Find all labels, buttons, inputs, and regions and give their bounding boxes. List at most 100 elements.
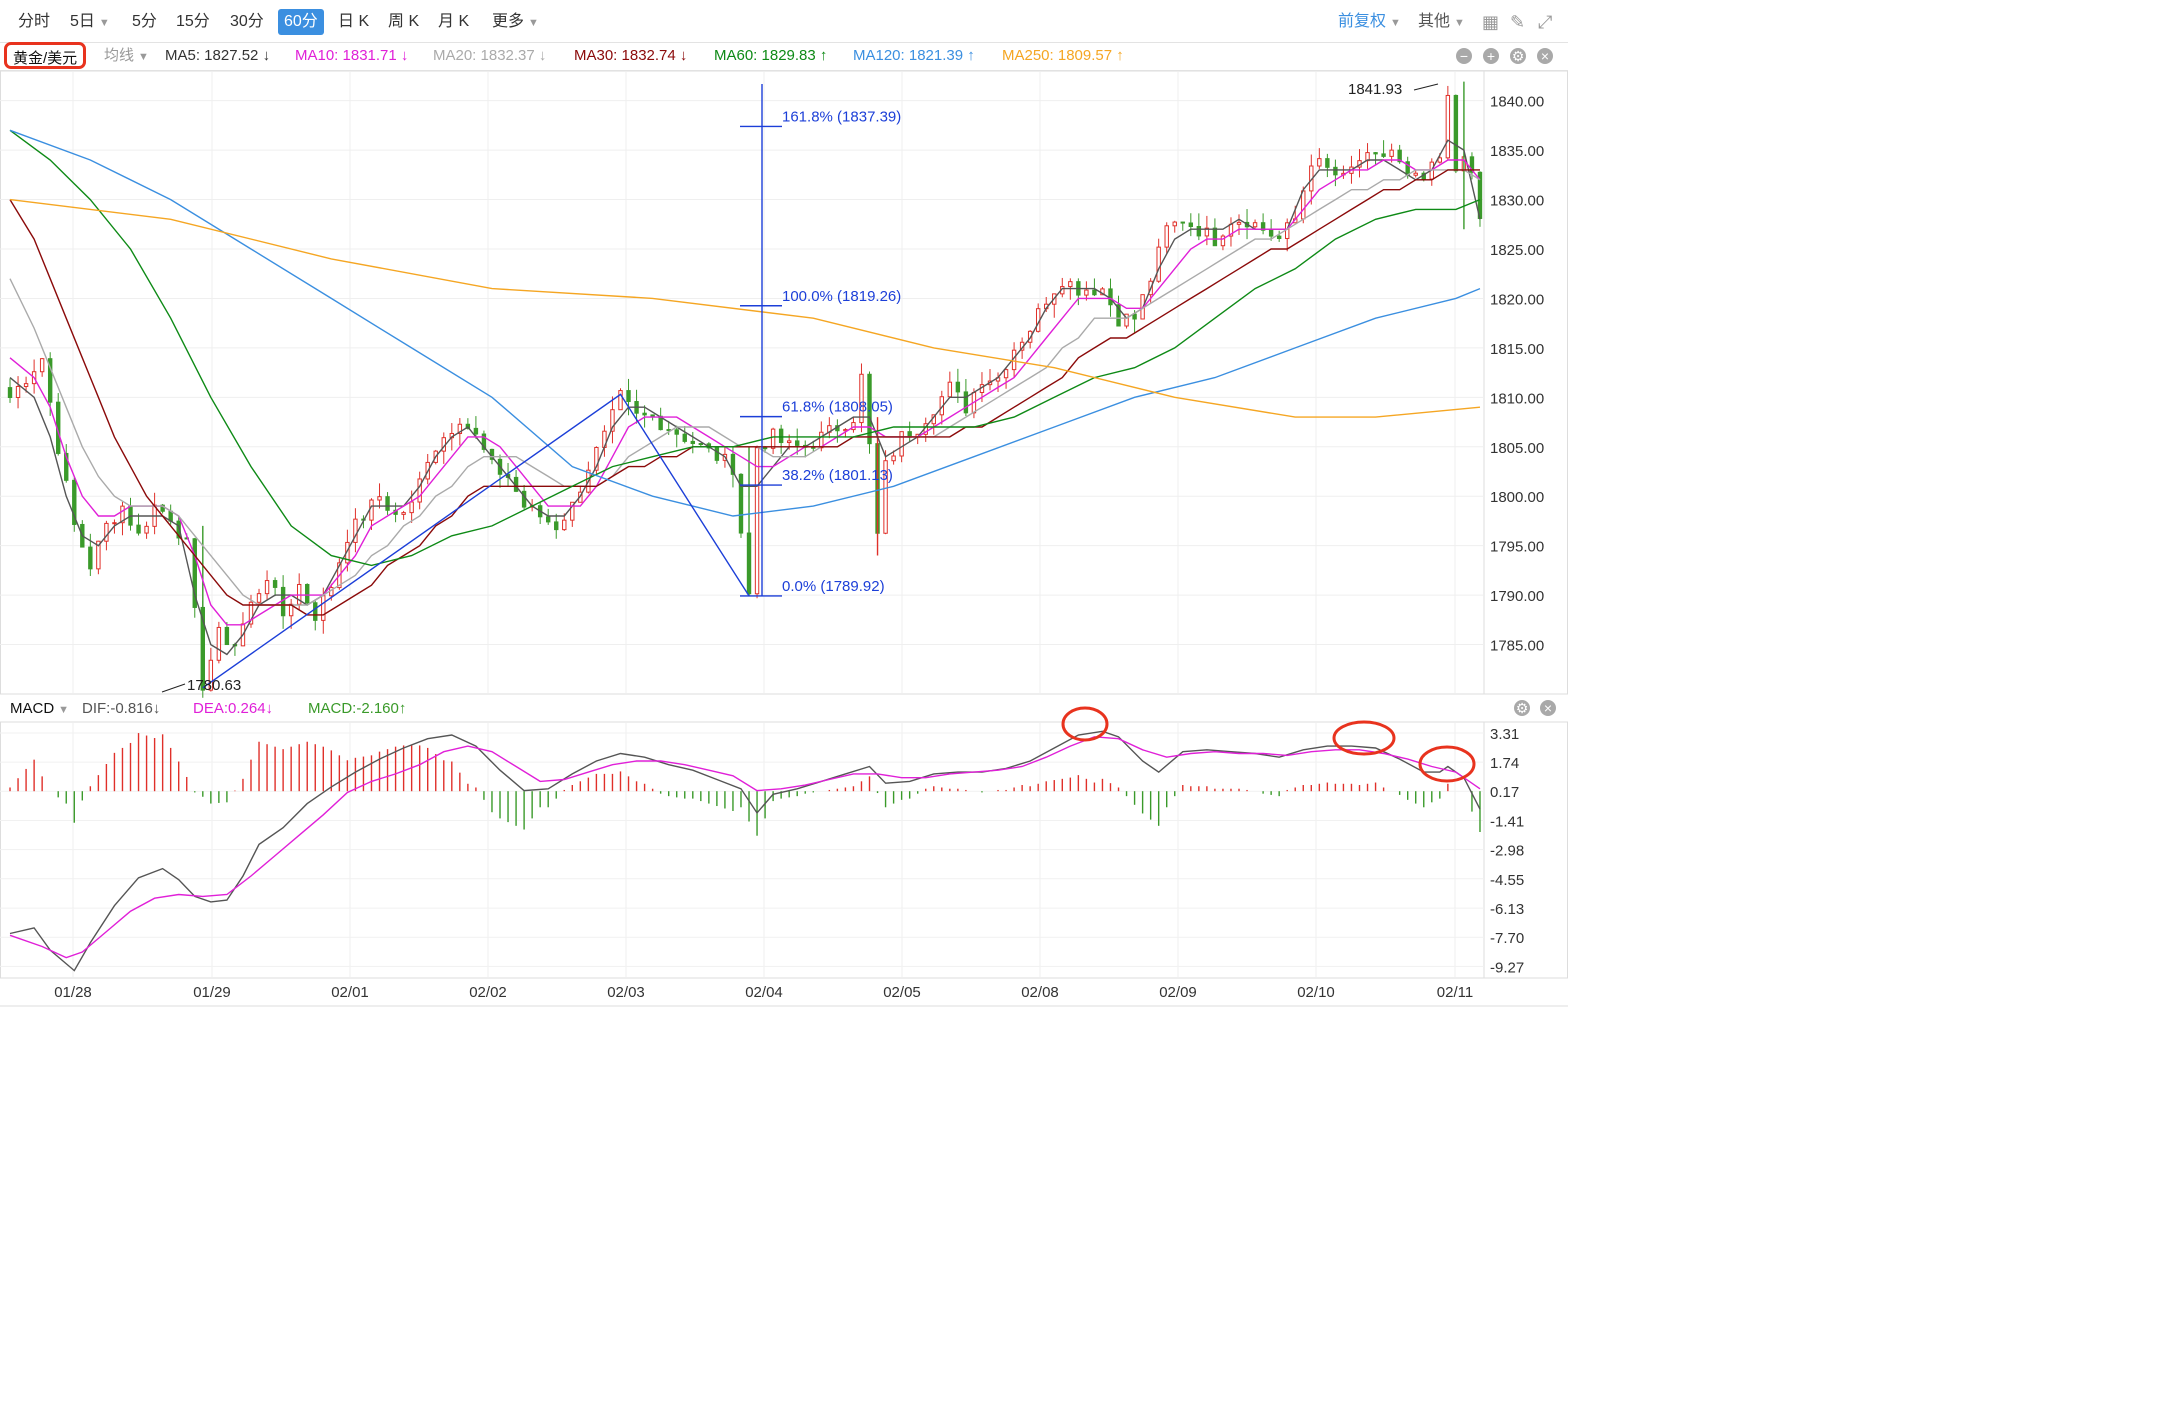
candle-up	[216, 626, 222, 661]
time-tick-label: 02/02	[469, 984, 507, 1001]
macd-selector[interactable]: MACD ▼	[10, 699, 69, 719]
candle-up	[1164, 225, 1169, 248]
plus-icon[interactable]: +	[1483, 48, 1499, 64]
candle-up	[899, 431, 904, 457]
period-tab[interactable]: 5分	[132, 13, 157, 30]
candle-up	[570, 501, 575, 521]
macd-tick-label: -9.27	[1490, 959, 1524, 976]
other-menu[interactable]: 其他 ▼	[1418, 9, 1465, 35]
ma-line-ma5	[9, 139, 1481, 656]
time-tick-label: 02/03	[607, 984, 645, 1001]
chevron-down-icon: ▼	[1454, 17, 1465, 29]
candle-up	[1068, 281, 1073, 288]
highlight-circle	[1418, 745, 1476, 783]
macd-tick-label: -1.41	[1490, 814, 1524, 831]
period-tab[interactable]: 周 K	[388, 13, 420, 30]
candle-up	[208, 659, 214, 691]
candle-up	[883, 460, 888, 534]
candle-down	[1260, 222, 1266, 231]
minus-icon[interactable]: −	[1456, 48, 1472, 64]
time-tick-label: 02/08	[1021, 984, 1059, 1001]
gear-icon[interactable]: ⚙	[1514, 700, 1530, 716]
candle-down	[7, 387, 13, 398]
symbol-selector[interactable]: 黄金/美元	[4, 42, 87, 69]
gear-icon[interactable]: ⚙	[1510, 48, 1526, 64]
candle-down	[554, 521, 559, 531]
candle-down	[1116, 304, 1121, 327]
period-tab[interactable]: 30分	[230, 13, 264, 30]
fib-level-label: 61.8% (1808.05)	[782, 399, 893, 416]
macd-tick-label: -2.98	[1490, 843, 1524, 860]
candle-up	[104, 522, 109, 542]
candle-up	[457, 423, 463, 434]
chevron-down-icon: ▼	[138, 51, 149, 63]
candle-down	[1108, 288, 1113, 306]
candle-up	[754, 447, 760, 595]
ma-legend-item: MA120: 1821.39 ↑	[853, 47, 975, 64]
candle-up	[1236, 221, 1242, 225]
candle-down	[481, 433, 487, 450]
candle-up	[891, 455, 896, 462]
candle-down	[272, 580, 278, 588]
ma-legend-item: MA10: 1831.71 ↓	[295, 47, 409, 64]
price-tick-label: 1800.00	[1490, 489, 1544, 506]
high-price-label: 1841.93	[1348, 81, 1402, 98]
candle-up	[15, 385, 21, 398]
candle-up	[1317, 158, 1322, 167]
period-tab[interactable]: 日 K	[338, 13, 370, 30]
macd-histogram-group	[9, 733, 1481, 836]
period-tab[interactable]: 60分	[278, 9, 324, 35]
candle-up	[1389, 149, 1394, 157]
candle-down	[642, 412, 647, 416]
candle-up	[369, 499, 374, 521]
candle-up	[296, 583, 302, 605]
candle-up	[859, 373, 864, 424]
period-tab[interactable]: 更多 ▼	[486, 9, 545, 35]
candle-down	[1325, 158, 1330, 168]
price-tick-label: 1835.00	[1490, 143, 1544, 160]
candle-up	[1156, 246, 1161, 282]
candle-up	[1445, 94, 1451, 159]
ma-toggle[interactable]: 均线 ▼	[104, 46, 149, 66]
macd-dif-value: DIF:-0.816↓	[82, 700, 161, 717]
trend-line	[202, 393, 750, 689]
fullscreen-icon[interactable]: ⤢	[1538, 12, 1553, 32]
price-tick-label: 1820.00	[1490, 291, 1544, 308]
period-toolbar: 分时 5日 ▼ 5分 15分 30分 60分日 K 周 K 月 K 更多 ▼ 前复权 ▼ 其他 ▼ ▦ ✎ ⤢	[0, 0, 1568, 43]
candle-down	[626, 390, 631, 403]
ma-line-ma20	[9, 169, 1481, 606]
period-tab[interactable]: 分时	[18, 13, 51, 30]
candle-down	[136, 524, 141, 534]
ma-line-ma250	[9, 198, 1481, 418]
chevron-down-icon: ▼	[58, 704, 70, 716]
candle-down	[658, 415, 663, 431]
close-icon[interactable]: ×	[1537, 48, 1553, 64]
pen-icon[interactable]: ✎	[1510, 12, 1526, 32]
candle-up	[786, 440, 792, 444]
adjust-selector[interactable]: 前复权 ▼	[1338, 9, 1401, 35]
candle-down	[72, 479, 77, 525]
grid-layout-icon[interactable]: ▦	[1482, 12, 1500, 32]
candle-up	[144, 525, 149, 534]
high-pointer-arrow	[1413, 83, 1439, 91]
time-tick-label: 02/09	[1159, 984, 1197, 1001]
period-tab[interactable]: 5日 ▼	[64, 9, 116, 35]
candle-down	[778, 428, 784, 444]
candle-up	[417, 478, 422, 503]
candle-down	[88, 546, 93, 570]
ma-line-ma60	[9, 129, 1481, 567]
candle-up	[248, 601, 254, 625]
period-tab[interactable]: 15分	[176, 13, 210, 30]
ma-legend-item: MA5: 1827.52 ↓	[165, 47, 271, 64]
candles-group	[7, 81, 1483, 698]
period-tab[interactable]: 月 K	[438, 13, 470, 30]
candle-down	[1268, 229, 1274, 237]
chart-canvas: 1840.00 1835.00 1830.00 1825.00 1820.00 1815.…	[0, 70, 1568, 1007]
time-tick-label: 02/11	[1437, 984, 1473, 1001]
candle-down	[385, 496, 390, 511]
candle-down	[1180, 221, 1185, 224]
ma-legend-item: MA20: 1832.37 ↓	[433, 47, 547, 64]
macd-tick-label: 0.17	[1490, 784, 1519, 801]
close-icon[interactable]: ×	[1540, 700, 1556, 716]
candle-up	[256, 593, 262, 603]
